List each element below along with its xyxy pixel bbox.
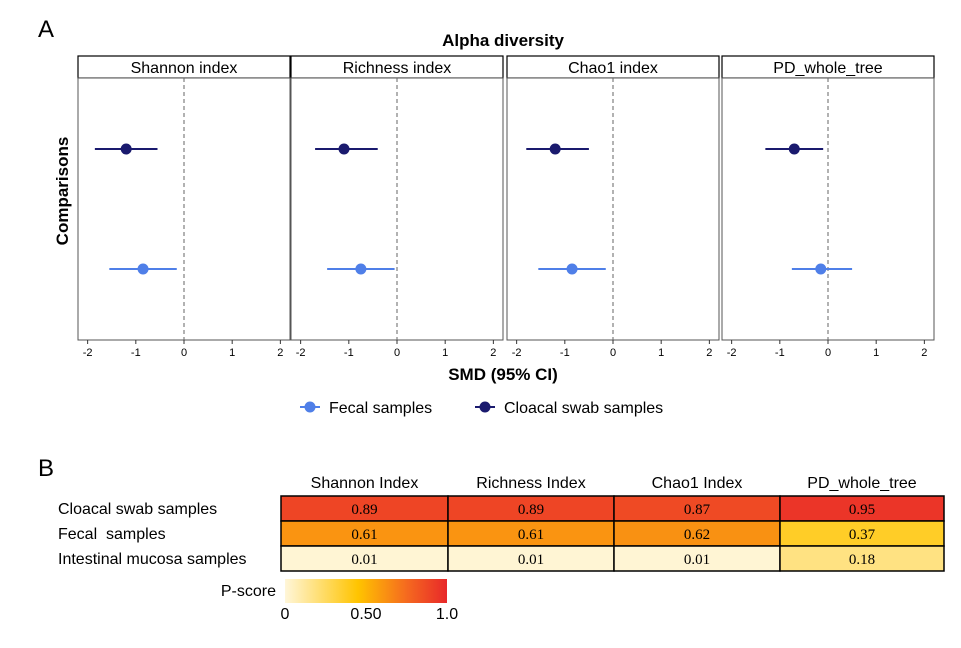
heatmap-cell — [447, 545, 615, 572]
facet-label: PD_whole_tree — [773, 60, 883, 77]
facet-panel — [506, 77, 720, 341]
panel-a-label: A — [38, 16, 54, 43]
x-tick-label: -1 — [131, 347, 141, 359]
panel-b-label: B — [38, 455, 54, 482]
heatmap-cell — [613, 520, 781, 547]
x-tick-label: -2 — [296, 347, 306, 359]
point-estimate — [120, 143, 132, 155]
point-estimate — [338, 143, 350, 155]
point-estimate — [566, 263, 578, 275]
legend-key-dot — [479, 401, 491, 413]
legend-label: Cloacal swab samples — [504, 400, 663, 417]
heatmap-column-header: Chao1 Index — [652, 475, 743, 492]
forest-facets: Shannon index -2 -1 0 1 2 Richness index -2 -1 0 1… — [77, 55, 935, 359]
heatmap-cell — [447, 495, 615, 522]
heatmap-cell — [779, 495, 945, 522]
x-tick-label: 0 — [825, 347, 831, 359]
heatmap-cell-value: 0.89 — [518, 502, 544, 518]
x-tick-label: -2 — [83, 347, 93, 359]
colorbar-title: P-score — [221, 583, 276, 600]
x-tick-label: -1 — [344, 347, 354, 359]
heatmap-column-header: PD_whole_tree — [807, 475, 917, 492]
legend: Fecal samples Cloacal swab samples — [300, 400, 663, 417]
heatmap-row-label: Intestinal mucosa samples — [58, 551, 247, 568]
heatmap-cell-value: 0.61 — [351, 527, 377, 543]
heatmap-cell-value: 0.61 — [518, 527, 544, 543]
facet-label: Chao1 index — [568, 60, 658, 77]
point-estimate — [815, 263, 827, 275]
heatmap-cell-value: 0.95 — [849, 502, 875, 518]
x-tick-label: 1 — [873, 347, 879, 359]
point-estimate — [137, 263, 149, 275]
x-tick-label: -1 — [560, 347, 570, 359]
heatmap-cell — [779, 545, 945, 572]
y-axis-title: Comparisons — [53, 137, 72, 246]
point-estimate — [549, 143, 561, 155]
heatmap-cell-value: 0.62 — [684, 527, 710, 543]
heatmap-cell — [613, 545, 781, 572]
heatmap-column-header: Richness Index — [476, 475, 585, 492]
heatmap-cell-value: 0.01 — [684, 552, 710, 568]
facet-panel — [77, 77, 291, 341]
heatmap-cell-value: 0.37 — [849, 527, 876, 543]
forest-title: Alpha diversity — [442, 31, 564, 50]
x-tick-label: 0 — [181, 347, 187, 359]
colorbar-gradient — [285, 579, 447, 603]
facet-panel — [290, 77, 504, 341]
x-tick-label: 0 — [610, 347, 616, 359]
point-estimate — [788, 143, 800, 155]
legend-key-dot — [304, 401, 316, 413]
colorbar-tick-label: 1.0 — [436, 606, 458, 623]
point-estimate — [355, 263, 367, 275]
x-tick-label: 2 — [706, 347, 712, 359]
heatmap-cell-value: 0.89 — [351, 502, 377, 518]
heatmap-row-label: Fecal samples — [58, 526, 166, 543]
x-axis-title: SMD (95% CI) — [448, 365, 558, 384]
heatmap-cell — [447, 520, 615, 547]
facet-label: Shannon index — [131, 60, 238, 77]
x-tick-label: -2 — [512, 347, 522, 359]
x-tick-label: 2 — [277, 347, 283, 359]
x-tick-label: 2 — [921, 347, 927, 359]
heatmap: Shannon Index Richness Index Chao1 Index PD… — [58, 475, 945, 572]
heatmap-cell-value: 0.18 — [849, 552, 875, 568]
heatmap-row-label: Cloacal swab samples — [58, 501, 217, 518]
x-tick-label: 1 — [229, 347, 235, 359]
heatmap-cell — [280, 545, 449, 572]
heatmap-cell-value: 0.01 — [351, 552, 377, 568]
legend-label: Fecal samples — [329, 400, 432, 417]
heatmap-column-header: Shannon Index — [311, 475, 419, 492]
colorbar: P-score 0 0.50 1.0 — [221, 579, 458, 623]
x-tick-label: -1 — [775, 347, 785, 359]
x-tick-label: -2 — [727, 347, 737, 359]
colorbar-tick-label: 0 — [281, 606, 290, 623]
facet-label: Richness index — [343, 60, 452, 77]
heatmap-cell — [280, 495, 449, 522]
x-tick-label: 1 — [442, 347, 448, 359]
heatmap-cell-value: 0.87 — [684, 502, 711, 518]
facet-panel — [721, 77, 935, 341]
x-tick-label: 2 — [490, 347, 496, 359]
heatmap-cell-value: 0.01 — [518, 552, 544, 568]
colorbar-tick-label: 0.50 — [350, 606, 381, 623]
x-tick-label: 1 — [658, 347, 664, 359]
x-tick-label: 0 — [394, 347, 400, 359]
